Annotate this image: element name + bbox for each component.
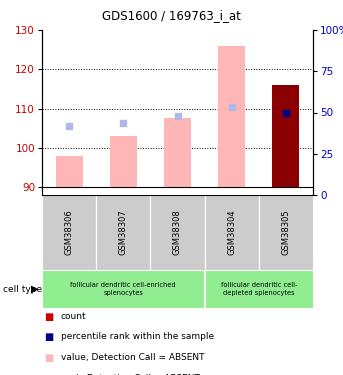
Bar <box>150 195 205 270</box>
Bar <box>218 46 245 187</box>
Bar <box>205 195 259 270</box>
Text: ■: ■ <box>44 374 54 375</box>
Bar <box>110 136 137 187</box>
Text: ■: ■ <box>44 332 54 342</box>
Bar <box>56 156 83 187</box>
Text: ■: ■ <box>44 353 54 363</box>
Text: count: count <box>61 312 86 321</box>
Text: GSM38306: GSM38306 <box>64 210 74 255</box>
Text: cell type: cell type <box>3 285 43 294</box>
Bar <box>259 195 313 270</box>
Text: rank, Detection Call = ABSENT: rank, Detection Call = ABSENT <box>61 374 200 375</box>
Text: GSM38304: GSM38304 <box>227 210 236 255</box>
Text: GSM38307: GSM38307 <box>119 210 128 255</box>
Text: ▶: ▶ <box>32 284 39 294</box>
Text: GDS1600 / 169763_i_at: GDS1600 / 169763_i_at <box>102 9 241 22</box>
Text: ■: ■ <box>44 312 54 322</box>
Bar <box>42 195 96 270</box>
Text: percentile rank within the sample: percentile rank within the sample <box>61 332 214 341</box>
Bar <box>205 270 313 308</box>
Text: follicular dendritic cell-
depleted splenocytes: follicular dendritic cell- depleted sple… <box>221 282 297 296</box>
Bar <box>164 118 191 187</box>
Bar <box>42 270 205 308</box>
Text: GSM38308: GSM38308 <box>173 210 182 255</box>
Bar <box>96 195 150 270</box>
Text: follicular dendritic cell-enriched
splenocytes: follicular dendritic cell-enriched splen… <box>71 282 176 296</box>
Text: GSM38305: GSM38305 <box>281 210 291 255</box>
Bar <box>272 85 299 187</box>
Text: value, Detection Call = ABSENT: value, Detection Call = ABSENT <box>61 353 204 362</box>
